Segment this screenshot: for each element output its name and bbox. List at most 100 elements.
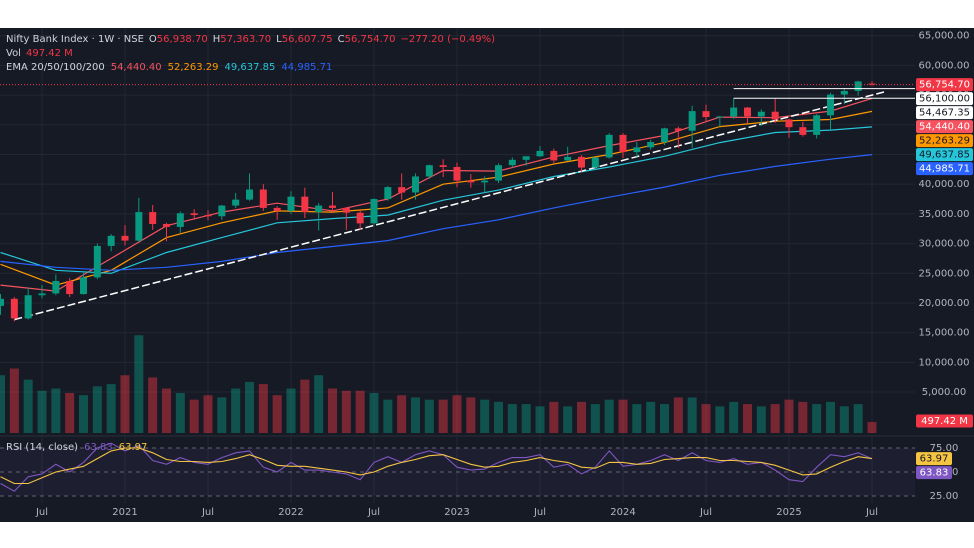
volume-bar bbox=[563, 406, 573, 433]
volume-bar bbox=[411, 397, 420, 433]
legend-item: 497.42 M bbox=[26, 48, 73, 59]
candle-body bbox=[315, 205, 323, 213]
volume-bar bbox=[300, 379, 310, 433]
volume-bar bbox=[590, 404, 600, 433]
x-tick-label: Jul bbox=[367, 507, 380, 518]
candle-body bbox=[356, 212, 364, 224]
candle-body bbox=[467, 180, 475, 183]
rsi-tag bbox=[916, 452, 952, 466]
rsi-tick-label: 25.00 bbox=[930, 491, 959, 502]
candle-body bbox=[495, 165, 502, 181]
volume-bar bbox=[51, 388, 61, 433]
volume-bar bbox=[466, 397, 476, 433]
candle-body bbox=[412, 176, 419, 193]
y-tick-label: 20,000.00 bbox=[919, 298, 970, 309]
volume-tag-label: 497.42 M bbox=[921, 416, 968, 427]
y-tick-label: 15,000.00 bbox=[919, 328, 970, 339]
volume-bar bbox=[9, 368, 19, 433]
price-tag-label: 56,754.70 bbox=[919, 80, 970, 91]
candle-body bbox=[633, 147, 641, 153]
volume-bar bbox=[549, 401, 559, 433]
legend-item: 63.97 bbox=[119, 442, 148, 453]
candle-body bbox=[799, 127, 807, 135]
legend-item: 44,985.71 bbox=[281, 62, 332, 73]
legend-item: Nifty Bank Index · 1W · NSE bbox=[6, 34, 144, 45]
volume-bar bbox=[715, 406, 725, 433]
volume-bar bbox=[867, 421, 877, 433]
volume-bar bbox=[65, 393, 75, 433]
candle-body bbox=[190, 213, 198, 216]
volume-bar bbox=[604, 399, 614, 433]
legend-item: 57,363.70 bbox=[220, 34, 271, 45]
x-tick-label: 2022 bbox=[278, 507, 303, 518]
ema-line bbox=[0, 126, 873, 274]
candle-body bbox=[425, 165, 433, 177]
price-tag bbox=[916, 134, 973, 148]
candle-body bbox=[80, 277, 87, 295]
rsi-line bbox=[0, 447, 873, 485]
volume-bar bbox=[632, 404, 642, 433]
volume-bar bbox=[148, 377, 158, 433]
volume-bar bbox=[245, 381, 254, 433]
volume-bar bbox=[494, 401, 503, 433]
volume-bar bbox=[162, 388, 171, 433]
candle-body bbox=[674, 128, 682, 131]
volume-bar bbox=[812, 404, 822, 433]
candle-body bbox=[329, 205, 336, 208]
legend-line: EMA 20/50/100/200 54,440.40 52,263.29 49,63… bbox=[6, 62, 332, 73]
candle-body bbox=[661, 128, 668, 143]
candle-body bbox=[107, 235, 115, 246]
volume-bar bbox=[770, 404, 780, 433]
volume-bar bbox=[438, 399, 448, 433]
candle-body bbox=[785, 119, 793, 128]
legend-item: 56,607.75 bbox=[282, 34, 333, 45]
trendline bbox=[14, 90, 886, 321]
candle-body bbox=[398, 187, 406, 193]
legend-item: RSI (14, close) bbox=[6, 442, 78, 453]
candle-body bbox=[66, 280, 74, 295]
candle-body bbox=[453, 166, 461, 181]
candle-body bbox=[439, 165, 447, 167]
candle-body bbox=[647, 142, 655, 148]
volume-bar bbox=[106, 384, 116, 433]
legend-item: L bbox=[276, 34, 282, 45]
volume-bar bbox=[798, 401, 808, 433]
y-tick-label: 30,000.00 bbox=[919, 239, 970, 250]
volume-bar bbox=[701, 404, 711, 433]
volume-bar bbox=[397, 395, 407, 433]
candle-body bbox=[384, 187, 392, 200]
volume-bar bbox=[355, 390, 365, 433]
x-tick-label: Jul bbox=[35, 507, 48, 518]
candle-body bbox=[370, 199, 378, 224]
y-tick-label: 35,000.00 bbox=[919, 209, 970, 220]
volume-bar bbox=[826, 401, 835, 433]
volume-bar bbox=[646, 401, 656, 433]
volume-bar bbox=[175, 393, 185, 433]
volume-bar bbox=[217, 397, 227, 433]
volume-bar bbox=[687, 397, 697, 433]
candle-body bbox=[273, 207, 281, 211]
price-tag-label: 44,985.71 bbox=[919, 164, 970, 175]
x-tick-label: 2025 bbox=[776, 507, 801, 518]
volume-bar bbox=[673, 397, 683, 433]
legend-item: 56,754.70 bbox=[345, 34, 396, 45]
candle-body bbox=[24, 295, 32, 319]
candle-body bbox=[163, 223, 170, 227]
legend-line: Vol 497.42 M bbox=[6, 48, 73, 59]
candle-body bbox=[536, 150, 544, 157]
volume-bar bbox=[189, 399, 199, 433]
candle-body bbox=[10, 298, 18, 319]
x-tick-label: Jul bbox=[699, 507, 712, 518]
ema-line bbox=[0, 110, 873, 286]
volume-bar bbox=[328, 388, 337, 433]
volume-bar bbox=[383, 399, 393, 433]
candle-body bbox=[702, 111, 710, 118]
volume-bar bbox=[660, 404, 669, 433]
candle-body bbox=[550, 150, 558, 161]
candle-body bbox=[93, 245, 101, 278]
volume-bar bbox=[521, 404, 531, 433]
chart-background bbox=[0, 28, 974, 522]
candle-body bbox=[757, 111, 765, 117]
volume-bar bbox=[23, 379, 33, 433]
legend-line: RSI (14, close) 63.83 63.97 bbox=[6, 442, 147, 453]
